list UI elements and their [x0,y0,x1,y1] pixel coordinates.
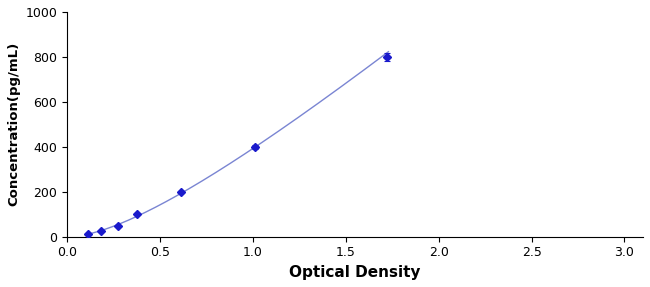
Y-axis label: Concentration(pg/mL): Concentration(pg/mL) [7,42,20,206]
X-axis label: Optical Density: Optical Density [289,265,421,280]
